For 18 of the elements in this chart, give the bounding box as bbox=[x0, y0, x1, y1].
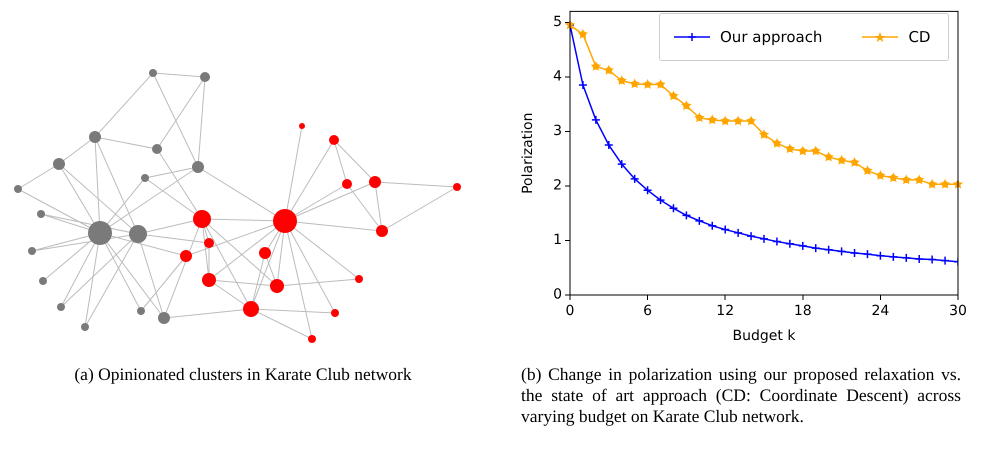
y-tick-label: 3 bbox=[553, 123, 562, 140]
y-tick-label: 5 bbox=[553, 14, 562, 30]
x-tick-label: 24 bbox=[871, 303, 890, 320]
x-tick-label: 0 bbox=[566, 303, 574, 320]
x-axis-title: Budget k bbox=[732, 328, 796, 344]
y-tick-label: 2 bbox=[553, 178, 562, 194]
legend-label: CD bbox=[908, 28, 930, 46]
y-tick-label: 1 bbox=[553, 232, 562, 248]
text: (b) Change in polarization using our proposed relaxation vs. the state of art approach (CD: Coordinate Descent) across varying budget on Karate Club network. bbox=[521, 364, 961, 427]
y-tick-label: 0 bbox=[553, 286, 562, 303]
y-tick-label: 4 bbox=[553, 68, 562, 84]
x-tick-label: 6 bbox=[643, 303, 652, 320]
y-axis-title: Polarization bbox=[520, 112, 536, 194]
x-tick-label: 12 bbox=[716, 303, 734, 320]
legend-label: Our approach bbox=[720, 28, 822, 46]
x-tick-label: 18 bbox=[794, 303, 812, 320]
x-tick-label: 30 bbox=[949, 303, 967, 320]
text: (a) Opinionated clusters in Karate Club network bbox=[73, 364, 413, 385]
